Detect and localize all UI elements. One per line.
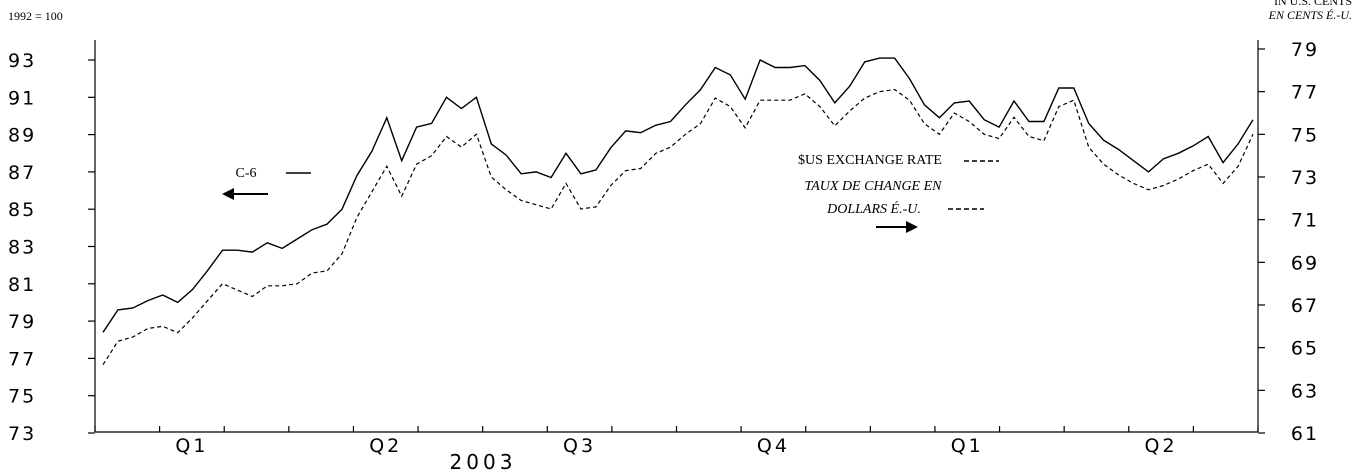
legend-c6: C-6 <box>222 166 311 200</box>
right-tick-label: 79 <box>1291 39 1319 61</box>
right-tick-label: 67 <box>1291 295 1319 317</box>
right-tick-label: 61 <box>1291 423 1319 445</box>
legend-exchange-label-en: $US EXCHANGE RATE <box>798 153 942 168</box>
right-axis-ticks: 79 77 75 73 71 69 67 65 63 61 <box>1258 39 1319 445</box>
right-tick-label: 71 <box>1291 210 1319 232</box>
x-quarter-label: Q3 <box>563 435 596 457</box>
x-axis-ticks <box>94 426 1259 432</box>
right-tick-label: 69 <box>1291 252 1319 274</box>
left-tick-label: 89 <box>8 125 36 147</box>
right-tick-label: 63 <box>1291 380 1319 402</box>
left-tick-label: 73 <box>8 423 36 445</box>
x-quarter-label: Q1 <box>175 435 208 457</box>
right-axis-unit-label-en: IN U.S. CENTS <box>1274 0 1352 8</box>
left-axis-unit-label: 1992 = 100 <box>8 9 63 23</box>
left-tick-label: 87 <box>8 162 36 184</box>
series-line-c6 <box>102 57 1254 333</box>
x-axis-year-label: 2003 <box>450 450 517 472</box>
left-tick-label: 85 <box>8 199 36 221</box>
x-quarter-label: Q2 <box>369 435 402 457</box>
x-quarter-label: Q4 <box>757 435 790 457</box>
right-tick-label: 77 <box>1291 82 1319 104</box>
x-quarter-label: Q2 <box>1145 435 1178 457</box>
right-arrow-icon <box>906 221 918 233</box>
x-axis-quarter-labels: Q1 Q2 Q3 Q4 Q1 Q2 <box>175 435 1178 457</box>
left-tick-label: 77 <box>8 348 36 370</box>
right-tick-label: 65 <box>1291 338 1319 360</box>
legend-exchange-label-fr-2: DOLLARS É.-U. <box>826 200 921 217</box>
left-axis-ticks: 93 91 89 87 85 83 81 79 77 75 73 <box>8 50 95 445</box>
legend-exchange-rate: $US EXCHANGE RATE TAUX DE CHANGE EN DOLL… <box>798 153 999 233</box>
left-tick-label: 81 <box>8 274 36 296</box>
left-tick-label: 93 <box>8 50 36 72</box>
legend-exchange-label-fr-1: TAUX DE CHANGE EN <box>804 179 942 194</box>
series-line-us-exchange-rate <box>102 88 1254 366</box>
right-axis-unit-label-fr: EN CENTS É.-U. <box>1268 8 1352 22</box>
right-tick-label: 73 <box>1291 167 1319 189</box>
left-tick-label: 79 <box>8 311 36 333</box>
left-tick-label: 83 <box>8 237 36 259</box>
right-tick-label: 75 <box>1291 124 1319 146</box>
left-arrow-icon <box>222 188 234 200</box>
legend-c6-label: C-6 <box>236 166 257 181</box>
x-quarter-label: Q1 <box>951 435 984 457</box>
left-tick-label: 75 <box>8 386 36 408</box>
left-tick-label: 91 <box>8 87 36 109</box>
